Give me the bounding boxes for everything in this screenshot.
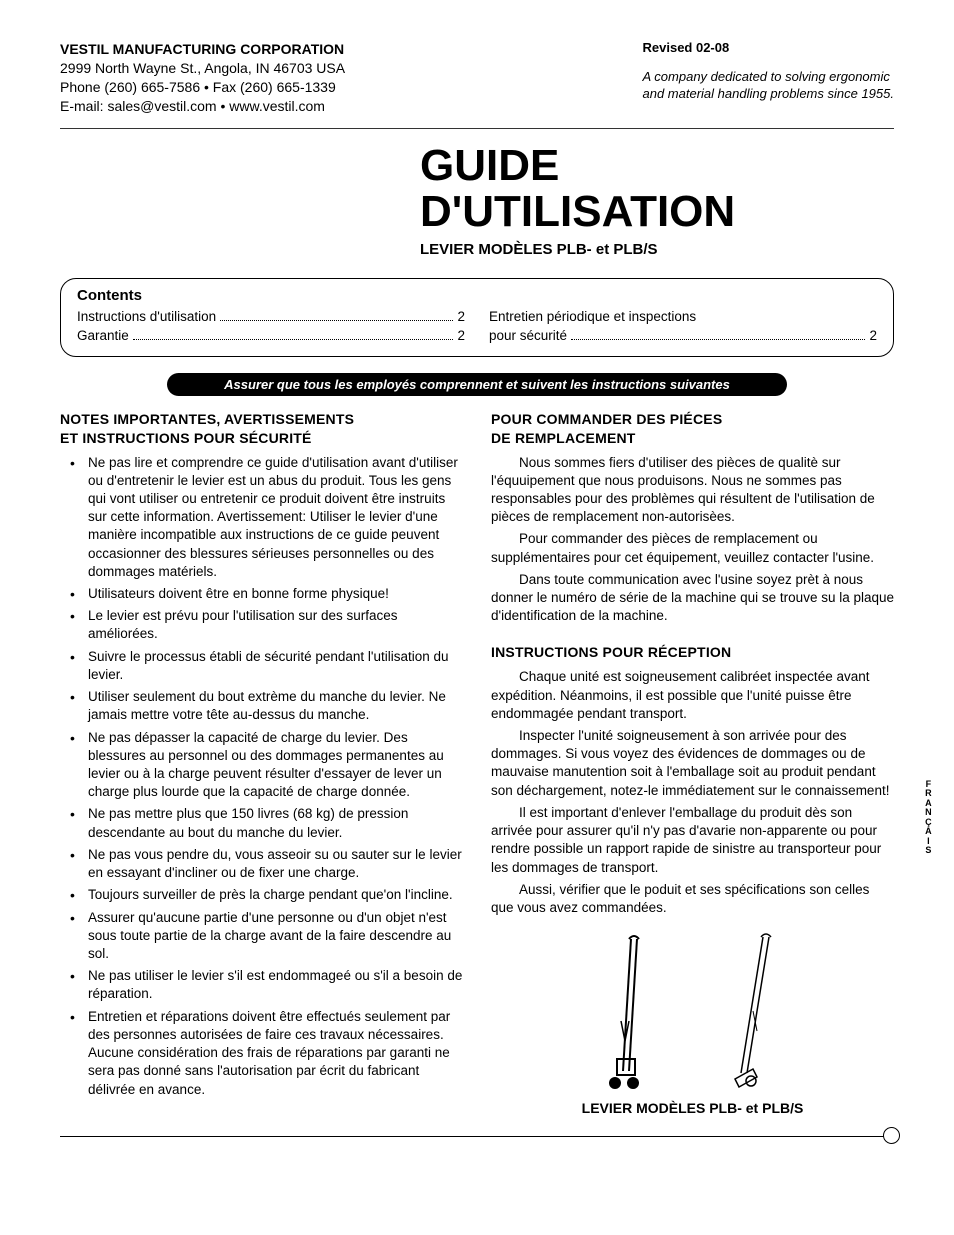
section-heading-parts: POUR COMMANDER DES PIÉCES DE REMPLACEMEN…: [491, 410, 894, 448]
contents-right-column: Entretien périodique et inspections pour…: [489, 308, 877, 346]
company-block: VESTIL MANUFACTURING CORPORATION 2999 No…: [60, 40, 345, 116]
toc-label: Instructions d'utilisation: [77, 308, 216, 327]
safety-bullet: Ne pas lire et comprendre ce guide d'uti…: [60, 454, 463, 582]
toc-entry: Garantie 2: [77, 327, 465, 346]
toc-entry-multiline-top: Entretien périodique et inspections: [489, 308, 877, 327]
paragraph: Dans toute communication avec l'usine so…: [491, 571, 894, 626]
safety-bullet: Utilisateurs doivent être en bonne forme…: [60, 585, 463, 603]
document-title: GUIDE D'UTILISATION: [420, 143, 894, 235]
safety-bullet: Assurer qu'aucune partie d'une personne …: [60, 909, 463, 964]
contents-left-column: Instructions d'utilisation 2 Garantie 2: [77, 308, 465, 346]
left-column: NOTES IMPORTANTES, AVERTISSEMENTS ET INS…: [60, 410, 463, 1118]
contents-columns: Instructions d'utilisation 2 Garantie 2 …: [77, 308, 877, 346]
product-figure: [491, 931, 894, 1091]
toc-page: 2: [869, 327, 877, 346]
safety-bullet-list: Ne pas lire et comprendre ce guide d'uti…: [60, 454, 463, 1099]
lever-illustration-2: [708, 931, 798, 1091]
heading-line-2: ET INSTRUCTIONS POUR SÉCURITÉ: [60, 429, 463, 448]
paragraph: Nous sommes fiers d'utiliser des pièces …: [491, 454, 894, 527]
reception-paragraphs: Chaque unité est soigneusement calibréet…: [491, 668, 894, 917]
revision-block: Revised 02-08 A company dedicated to sol…: [643, 40, 895, 116]
company-phone-fax: Phone (260) 665-7586 • Fax (260) 665-133…: [60, 78, 345, 97]
heading-line-1: NOTES IMPORTANTES, AVERTISSEMENTS: [60, 410, 463, 429]
language-tab: FRANÇAIS: [925, 780, 932, 856]
section-heading-reception: INSTRUCTIONS POUR RÉCEPTION: [491, 643, 894, 662]
toc-entry: pour sécurité 2: [489, 327, 877, 346]
safety-bullet: Toujours surveiller de près la charge pe…: [60, 886, 463, 904]
safety-bullet: Ne pas vous pendre du, vous asseoir su o…: [60, 846, 463, 882]
title-block: GUIDE D'UTILISATION LEVIER MODÈLES PLB- …: [420, 143, 894, 258]
safety-bullet: Ne pas utiliser le levier s'il est endom…: [60, 967, 463, 1003]
footer-line: [60, 1136, 894, 1137]
toc-entry: Instructions d'utilisation 2: [77, 308, 465, 327]
company-tagline: A company dedicated to solving ergonomic…: [643, 69, 895, 103]
toc-page: 2: [457, 308, 465, 327]
right-column: POUR COMMANDER DES PIÉCES DE REMPLACEMEN…: [491, 410, 894, 1118]
footer-circle-marker: [883, 1127, 900, 1144]
lever-illustration-1: [588, 931, 678, 1091]
contents-box: Contents Instructions d'utilisation 2 Ga…: [60, 278, 894, 357]
safety-bullet: Utiliser seulement du bout extrème du ma…: [60, 688, 463, 724]
toc-label: pour sécurité: [489, 327, 567, 346]
company-address: 2999 North Wayne St., Angola, IN 46703 U…: [60, 59, 345, 78]
safety-bullet: Ne pas mettre plus que 150 livres (68 kg…: [60, 805, 463, 841]
toc-leader: [133, 339, 454, 340]
paragraph: Pour commander des pièces de remplacemen…: [491, 530, 894, 566]
paragraph: Chaque unité est soigneusement calibréet…: [491, 668, 894, 723]
toc-leader: [220, 320, 453, 321]
parts-paragraphs: Nous sommes fiers d'utiliser des pièces …: [491, 454, 894, 626]
company-email-web: E-mail: sales@vestil.com • www.vestil.co…: [60, 97, 345, 116]
heading-line-1: POUR COMMANDER DES PIÉCES: [491, 410, 894, 429]
safety-bullet: Entretien et réparations doivent être ef…: [60, 1008, 463, 1099]
safety-bullet: Le levier est prévu pour l'utilisation s…: [60, 607, 463, 643]
tagline-line-1: A company dedicated to solving ergonomic: [643, 69, 895, 86]
figure-caption: LEVIER MODÈLES PLB- et PLB/S: [491, 1099, 894, 1118]
paragraph: Inspecter l'unité soigneusement à son ar…: [491, 727, 894, 800]
footer-rule: [60, 1136, 894, 1137]
title-line-2: D'UTILISATION: [420, 189, 894, 235]
tagline-line-2: and material handling problems since 195…: [643, 86, 895, 103]
heading-line-2: DE REMPLACEMENT: [491, 429, 894, 448]
title-line-1: GUIDE: [420, 143, 894, 189]
warning-banner: Assurer que tous les employés comprennen…: [167, 373, 787, 396]
section-heading-safety: NOTES IMPORTANTES, AVERTISSEMENTS ET INS…: [60, 410, 463, 448]
company-name: VESTIL MANUFACTURING CORPORATION: [60, 40, 345, 59]
body-columns: NOTES IMPORTANTES, AVERTISSEMENTS ET INS…: [60, 410, 894, 1118]
safety-bullet: Ne pas dépasser la capacité de charge du…: [60, 729, 463, 802]
toc-leader: [571, 339, 865, 340]
safety-bullet: Suivre le processus établi de sécurité p…: [60, 648, 463, 684]
paragraph: Il est important d'enlever l'emballage d…: [491, 804, 894, 877]
language-tab-letter: S: [925, 846, 932, 855]
paragraph: Aussi, vérifier que le poduit et ses spé…: [491, 881, 894, 917]
toc-page: 2: [457, 327, 465, 346]
contents-heading: Contents: [77, 287, 877, 304]
toc-label: Garantie: [77, 327, 129, 346]
document-header: VESTIL MANUFACTURING CORPORATION 2999 No…: [60, 40, 894, 129]
document-subtitle: LEVIER MODÈLES PLB- et PLB/S: [420, 241, 894, 258]
revised-date: Revised 02-08: [643, 40, 895, 55]
